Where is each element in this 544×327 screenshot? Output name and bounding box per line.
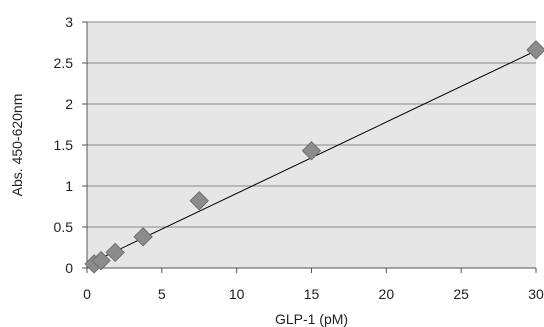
data-point <box>133 227 153 247</box>
y-axis-label: Abs. 450-620nm <box>9 94 25 197</box>
y-tick-label: 1 <box>65 178 73 194</box>
data-point <box>91 250 111 271</box>
x-tick-label: 10 <box>229 286 245 302</box>
axes <box>82 21 537 273</box>
x-tick-label: 5 <box>158 286 166 302</box>
data-point <box>105 242 125 263</box>
data-point <box>301 141 322 161</box>
y-tick-labels: 0 0.5 1 1.5 2 2.5 3 <box>54 14 74 276</box>
data-point <box>526 40 544 60</box>
y-tick-label: 1.5 <box>54 137 74 153</box>
data-points <box>84 40 544 274</box>
x-tick-label: 0 <box>83 286 91 302</box>
x-tick-label: 20 <box>379 286 395 302</box>
y-tick-label: 2.5 <box>54 55 74 71</box>
y-tick-label: 3 <box>65 14 73 30</box>
x-tick-labels: 0 5 10 15 20 25 30 <box>83 286 544 302</box>
y-tick-label: 0 <box>65 260 73 276</box>
x-axis-label: GLP-1 (pM) <box>275 311 348 327</box>
x-tick-label: 30 <box>528 286 544 302</box>
x-tick-label: 25 <box>453 286 469 302</box>
y-tick-label: 2 <box>65 96 73 112</box>
data-point <box>189 191 209 211</box>
x-tick-label: 15 <box>304 286 320 302</box>
y-tick-label: 0.5 <box>54 219 74 235</box>
